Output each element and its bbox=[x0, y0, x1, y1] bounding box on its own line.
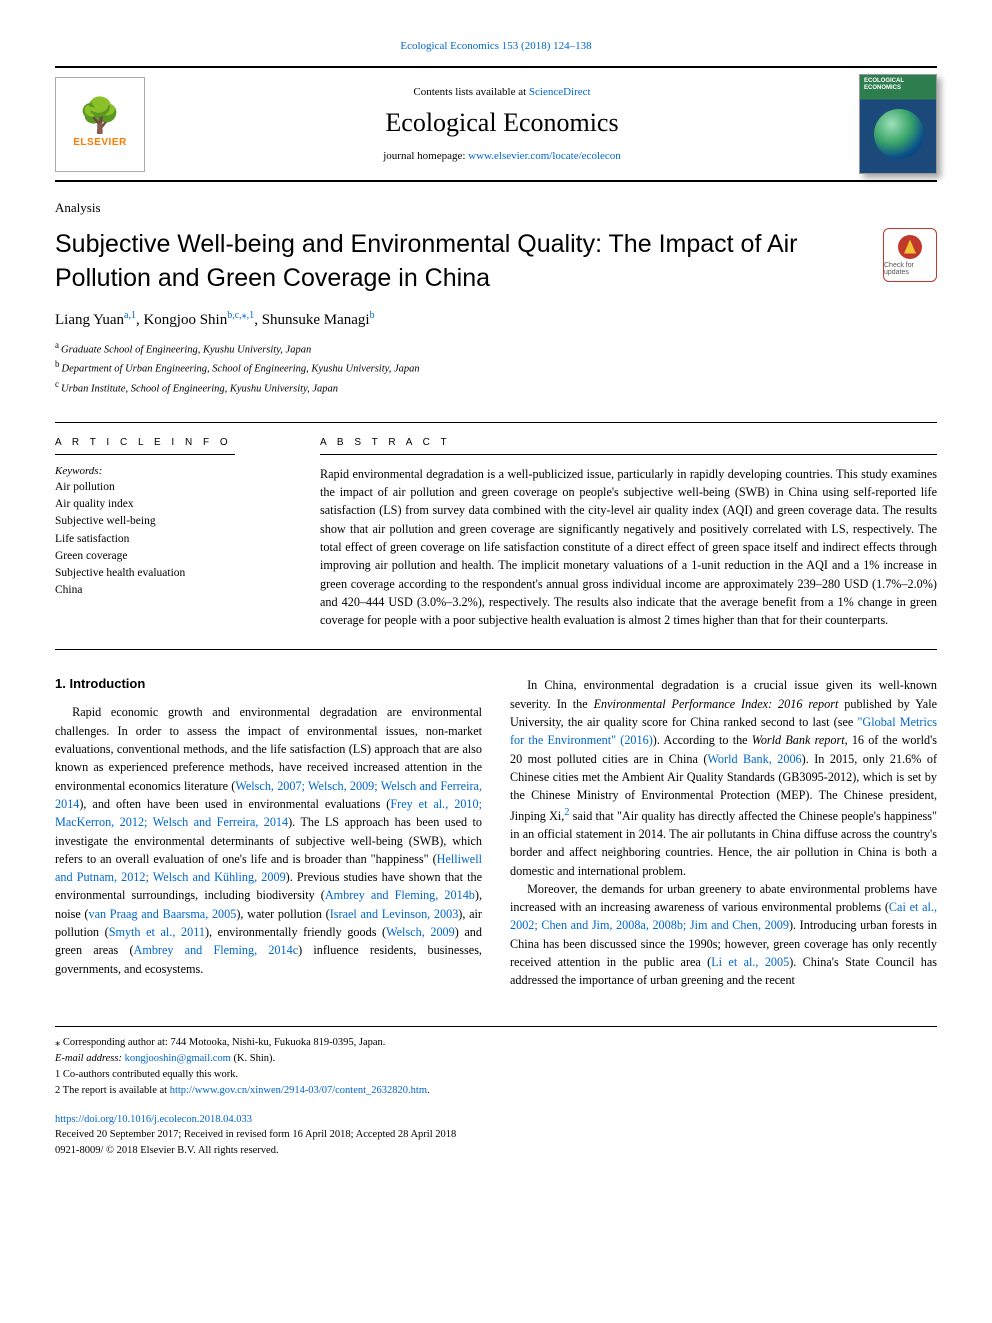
crossmark-icon bbox=[898, 235, 922, 259]
article-info-rule bbox=[55, 454, 235, 455]
doi-block: https://doi.org/10.1016/j.ecolecon.2018.… bbox=[55, 1112, 937, 1159]
sciencedirect-link[interactable]: ScienceDirect bbox=[529, 86, 591, 98]
citation-link[interactable]: Smyth et al., 2011 bbox=[109, 925, 205, 939]
keyword: Life satisfaction bbox=[55, 531, 280, 548]
homepage-line: journal homepage: www.elsevier.com/locat… bbox=[145, 150, 859, 162]
affiliation-a: aGraduate School of Engineering, Kyushu … bbox=[55, 339, 937, 359]
elsevier-brand: ELSEVIER bbox=[73, 137, 126, 148]
author-2: Kongjoo Shin bbox=[143, 312, 227, 328]
copyright-line: 0921-8009/ © 2018 Elsevier B.V. All righ… bbox=[55, 1143, 937, 1159]
section-heading: 1. Introduction bbox=[55, 676, 482, 691]
article-meta-row: A R T I C L E I N F O Keywords: Air poll… bbox=[55, 422, 937, 651]
article-info-label: A R T I C L E I N F O bbox=[55, 437, 280, 448]
footnote-1: 1 Co-authors contributed equally this wo… bbox=[55, 1067, 937, 1083]
article-history: Received 20 September 2017; Received in … bbox=[55, 1127, 937, 1143]
abstract-rule bbox=[320, 454, 937, 455]
top-citation: Ecological Economics 153 (2018) 124–138 bbox=[55, 40, 937, 52]
keyword: China bbox=[55, 582, 280, 599]
keyword: Subjective well-being bbox=[55, 513, 280, 530]
abstract: A B S T R A C T Rapid environmental degr… bbox=[320, 437, 937, 630]
citation-link[interactable]: Ambrey and Fleming, 2014b bbox=[325, 888, 475, 902]
top-citation-link[interactable]: Ecological Economics 153 (2018) 124–138 bbox=[400, 40, 591, 52]
email-label: E-mail address: bbox=[55, 1053, 122, 1064]
keyword: Green coverage bbox=[55, 548, 280, 565]
homepage-link[interactable]: www.elsevier.com/locate/ecolecon bbox=[468, 150, 621, 162]
citation-link[interactable]: Li et al., 2005 bbox=[711, 955, 789, 969]
abstract-text: Rapid environmental degradation is a wel… bbox=[320, 465, 937, 630]
journal-name: Ecological Economics bbox=[145, 108, 859, 138]
elsevier-logo: 🌳 ELSEVIER bbox=[55, 77, 145, 172]
doi-link[interactable]: https://doi.org/10.1016/j.ecolecon.2018.… bbox=[55, 1114, 252, 1125]
check-updates-badge[interactable]: Check for updates bbox=[883, 228, 937, 282]
check-updates-label: Check for updates bbox=[884, 262, 936, 276]
paragraph: Rapid economic growth and environmental … bbox=[55, 703, 482, 977]
keywords-list: Air pollution Air quality index Subjecti… bbox=[55, 479, 280, 600]
citation-link[interactable]: Israel and Levinson, 2003 bbox=[330, 907, 459, 921]
article-type: Analysis bbox=[55, 200, 937, 216]
italic: Environmental Performance Index: 2016 re… bbox=[594, 697, 839, 711]
author-3-affs[interactable]: b bbox=[370, 310, 375, 321]
authors-line: Liang Yuana,1, Kongjoo Shinb,c,⁎,1, Shun… bbox=[55, 310, 937, 329]
elsevier-tree-icon: 🌳 bbox=[79, 100, 121, 134]
email-line: E-mail address: kongjooshin@gmail.com (K… bbox=[55, 1051, 937, 1067]
citation-link[interactable]: Welsch, 2009 bbox=[386, 925, 455, 939]
abstract-label: A B S T R A C T bbox=[320, 437, 937, 448]
footnotes: ⁎ Corresponding author at: 744 Motooka, … bbox=[55, 1026, 937, 1100]
cover-title: ECOLOGICAL ECONOMICS bbox=[864, 78, 932, 91]
article-info: A R T I C L E I N F O Keywords: Air poll… bbox=[55, 437, 280, 630]
journal-header: 🌳 ELSEVIER Contents lists available at S… bbox=[55, 66, 937, 182]
keyword: Subjective health evaluation bbox=[55, 565, 280, 582]
homepage-prefix: journal homepage: bbox=[383, 150, 468, 162]
keyword: Air quality index bbox=[55, 496, 280, 513]
citation-link[interactable]: Ambrey and Fleming, 2014c bbox=[134, 943, 299, 957]
affiliation-b: bDepartment of Urban Engineering, School… bbox=[55, 358, 937, 378]
author-3: Shunsuke Managi bbox=[262, 312, 370, 328]
citation-link[interactable]: van Praag and Baarsma, 2005 bbox=[89, 907, 237, 921]
paragraph: In China, environmental degradation is a… bbox=[510, 676, 937, 879]
author-1: Liang Yuan bbox=[55, 312, 124, 328]
footnote-2: 2 The report is available at http://www.… bbox=[55, 1083, 937, 1099]
paragraph: Moreover, the demands for urban greenery… bbox=[510, 880, 937, 990]
header-center: Contents lists available at ScienceDirec… bbox=[145, 86, 859, 162]
citation-link[interactable]: World Bank, 2006 bbox=[707, 752, 801, 766]
affiliation-c: cUrban Institute, School of Engineering,… bbox=[55, 378, 937, 398]
article-title: Subjective Well-being and Environmental … bbox=[55, 228, 867, 296]
italic: World Bank report bbox=[752, 733, 845, 747]
email-suffix: (K. Shin). bbox=[231, 1053, 275, 1064]
email-link[interactable]: kongjooshin@gmail.com bbox=[125, 1053, 231, 1064]
keywords-label: Keywords: bbox=[55, 465, 280, 477]
affiliations: aGraduate School of Engineering, Kyushu … bbox=[55, 339, 937, 398]
footnote-2-link[interactable]: http://www.gov.cn/xinwen/2914-03/07/cont… bbox=[170, 1085, 427, 1096]
keyword: Air pollution bbox=[55, 479, 280, 496]
contents-line: Contents lists available at ScienceDirec… bbox=[145, 86, 859, 98]
cover-globe-icon bbox=[874, 109, 924, 159]
author-2-affs[interactable]: b,c,⁎,1 bbox=[227, 310, 254, 321]
contents-prefix: Contents lists available at bbox=[413, 86, 528, 98]
journal-cover-thumb: ECOLOGICAL ECONOMICS bbox=[859, 74, 937, 174]
body-text: 1. Introduction Rapid economic growth an… bbox=[55, 676, 937, 989]
corresponding-author: ⁎ Corresponding author at: 744 Motooka, … bbox=[55, 1035, 937, 1051]
author-1-affs[interactable]: a,1 bbox=[124, 310, 136, 321]
